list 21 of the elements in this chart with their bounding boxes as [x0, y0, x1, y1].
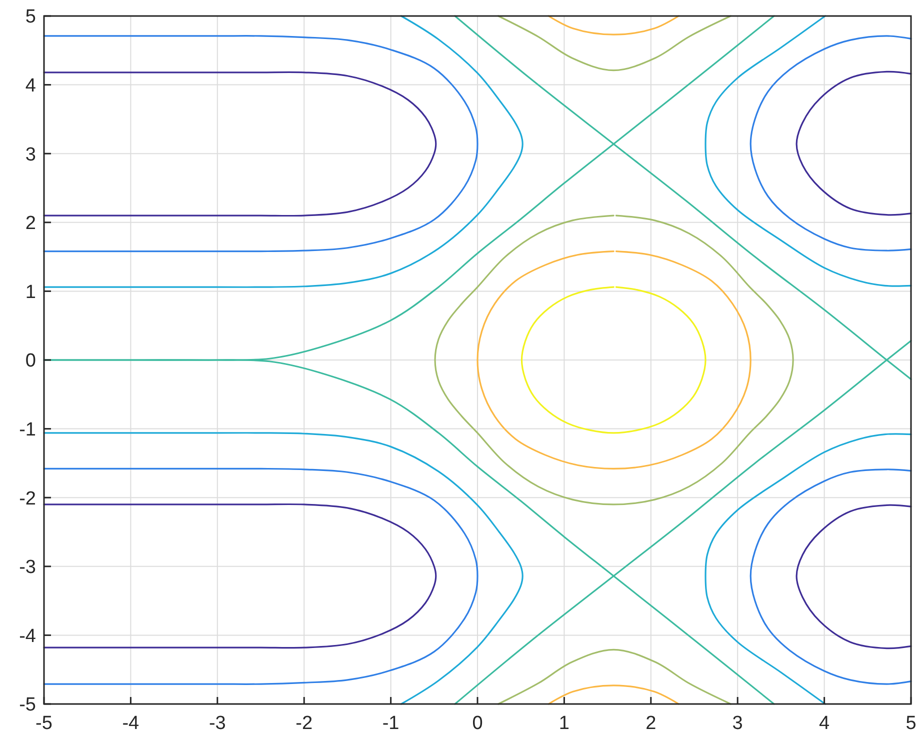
x-tick-label: -2: [296, 713, 313, 734]
y-tick-label: 3: [25, 144, 36, 166]
x-tick-label: -4: [122, 713, 140, 734]
x-tick-label: 2: [646, 713, 656, 734]
y-tick-label: 1: [25, 282, 36, 303]
y-tick-label: 5: [25, 6, 36, 28]
y-tick-label: -4: [19, 626, 36, 647]
y-tick-label: -3: [19, 557, 36, 578]
x-tick-label: -3: [208, 713, 226, 734]
y-tick-label: 4: [25, 75, 36, 96]
x-tick-label: 0: [472, 713, 483, 734]
y-tick-label: -2: [19, 488, 36, 510]
x-tick-label: 4: [819, 713, 830, 734]
y-tick-label: -5: [19, 694, 36, 716]
y-tick-label: 0: [25, 350, 36, 372]
x-tick-label: 1: [558, 713, 570, 734]
y-tick-label: -1: [19, 419, 36, 440]
x-tick-label: -1: [382, 713, 400, 734]
y-tick-label: 2: [25, 213, 36, 234]
x-tick-label: 5: [906, 713, 916, 734]
x-tick-label: 3: [732, 713, 743, 734]
